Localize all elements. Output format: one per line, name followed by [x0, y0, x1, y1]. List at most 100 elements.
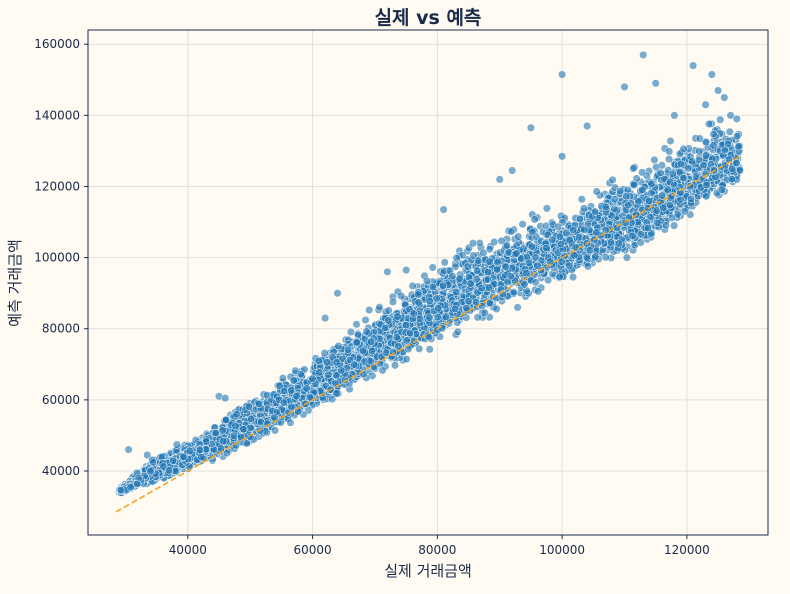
data-point: [558, 152, 567, 161]
data-point: [463, 262, 472, 271]
data-point: [408, 281, 417, 290]
data-point: [732, 158, 741, 168]
data-point: [679, 144, 688, 153]
data-point: [229, 431, 238, 440]
x-tick-label: 100000: [539, 543, 585, 557]
data-point: [432, 294, 441, 303]
data-point: [232, 410, 241, 419]
data-point: [528, 227, 537, 236]
data-point: [667, 213, 677, 222]
data-point: [492, 304, 501, 313]
data-point: [526, 123, 535, 132]
data-point: [668, 169, 677, 178]
data-point: [592, 187, 601, 196]
data-point: [287, 402, 296, 412]
data-point: [555, 272, 564, 281]
data-point: [628, 231, 637, 240]
data-point: [497, 236, 506, 245]
data-point: [583, 121, 592, 131]
data-point: [275, 381, 284, 391]
data-point: [509, 288, 518, 297]
data-point: [332, 389, 341, 398]
data-point: [337, 366, 346, 375]
data-point: [732, 114, 741, 123]
data-point: [583, 262, 593, 271]
data-point: [384, 316, 393, 325]
y-axis-title: 예측 거래금액: [6, 239, 24, 327]
data-point: [425, 345, 434, 354]
data-point: [661, 221, 670, 230]
data-point: [402, 266, 411, 275]
data-point: [670, 221, 679, 230]
data-point: [368, 346, 377, 355]
data-point: [452, 288, 461, 297]
data-point: [424, 333, 434, 342]
data-point: [702, 192, 711, 201]
data-point: [591, 252, 600, 261]
data-point: [542, 204, 551, 213]
data-point: [333, 289, 342, 298]
data-point: [211, 429, 220, 438]
data-point: [592, 228, 601, 237]
data-point: [636, 230, 645, 239]
data-point: [393, 312, 402, 321]
data-point: [390, 361, 400, 370]
data-point: [380, 323, 389, 333]
y-tick-label: 40000: [42, 464, 80, 478]
data-point: [143, 450, 152, 460]
data-point: [659, 203, 668, 212]
data-point: [531, 253, 540, 262]
data-point: [323, 358, 332, 367]
data-point: [165, 466, 174, 475]
data-point: [289, 376, 298, 385]
data-point: [439, 281, 448, 290]
data-point: [493, 258, 502, 267]
data-point: [455, 274, 464, 283]
data-point: [473, 313, 482, 322]
data-point: [531, 278, 540, 287]
data-point: [513, 303, 522, 312]
data-point: [527, 242, 536, 251]
data-point: [425, 313, 434, 322]
data-point: [608, 175, 617, 184]
data-point: [495, 175, 504, 184]
data-point: [439, 205, 448, 214]
data-point: [508, 166, 517, 175]
data-point: [159, 462, 168, 471]
data-point: [332, 371, 341, 380]
plot-frame: [87, 29, 769, 536]
x-axis-title: 실제 거래금액: [384, 562, 472, 580]
data-point: [728, 164, 737, 173]
data-point: [556, 240, 565, 249]
data-point: [239, 425, 248, 434]
data-point: [679, 173, 688, 183]
data-point: [350, 360, 359, 369]
data-point: [714, 86, 723, 95]
data-point: [375, 303, 384, 312]
data-point: [477, 284, 486, 293]
data-point: [720, 93, 729, 102]
y-tick-label: 60000: [42, 393, 80, 407]
data-point: [321, 314, 330, 323]
data-point: [376, 359, 385, 368]
data-point: [344, 345, 353, 354]
data-point: [415, 344, 424, 353]
x-tick-label: 60000: [293, 543, 331, 557]
data-point: [308, 374, 317, 383]
data-point: [518, 220, 527, 229]
y-tick-label: 140000: [34, 108, 80, 122]
data-point: [433, 313, 442, 322]
data-point: [315, 368, 324, 377]
data-point: [124, 445, 133, 454]
data-point: [733, 132, 742, 141]
data-point: [512, 249, 521, 258]
data-point: [479, 248, 488, 257]
data-point: [701, 169, 710, 179]
data-point: [656, 168, 665, 177]
data-point: [362, 327, 371, 336]
data-point: [582, 253, 591, 262]
data-point: [643, 224, 652, 233]
data-point: [414, 298, 423, 307]
